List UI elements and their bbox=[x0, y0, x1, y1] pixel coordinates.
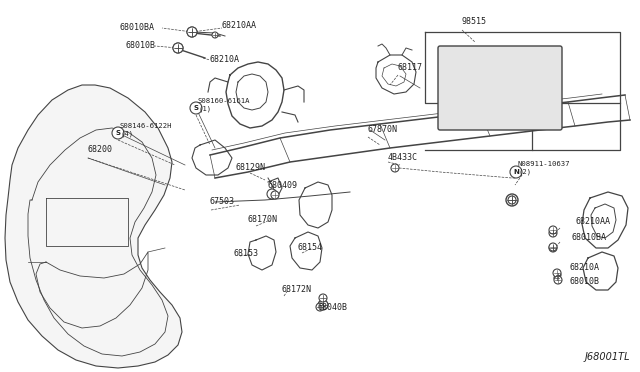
Text: 4B433C: 4B433C bbox=[388, 154, 418, 163]
Circle shape bbox=[508, 196, 516, 204]
Text: 68153: 68153 bbox=[233, 250, 258, 259]
Circle shape bbox=[173, 43, 183, 53]
Text: 68210A: 68210A bbox=[210, 55, 240, 64]
FancyBboxPatch shape bbox=[438, 46, 562, 130]
Circle shape bbox=[510, 166, 522, 178]
Circle shape bbox=[554, 276, 562, 284]
Text: 68210A: 68210A bbox=[570, 263, 600, 273]
Circle shape bbox=[173, 43, 183, 53]
Text: 68117: 68117 bbox=[398, 64, 423, 73]
Text: J68001TL: J68001TL bbox=[584, 352, 630, 362]
Text: 68129N: 68129N bbox=[236, 164, 266, 173]
Text: 68010B: 68010B bbox=[570, 278, 600, 286]
Circle shape bbox=[391, 164, 399, 172]
Circle shape bbox=[555, 272, 561, 278]
Circle shape bbox=[319, 294, 327, 302]
Text: 680409: 680409 bbox=[268, 180, 298, 189]
Circle shape bbox=[267, 189, 277, 199]
Text: 68172N: 68172N bbox=[282, 285, 312, 295]
Circle shape bbox=[187, 27, 197, 37]
Text: 68210AA: 68210AA bbox=[222, 22, 257, 31]
Circle shape bbox=[212, 32, 218, 38]
Circle shape bbox=[190, 102, 202, 114]
Circle shape bbox=[506, 194, 518, 206]
Text: 67870N: 67870N bbox=[368, 125, 398, 135]
Circle shape bbox=[112, 127, 124, 139]
Circle shape bbox=[271, 191, 279, 199]
Circle shape bbox=[549, 226, 557, 234]
Text: S: S bbox=[115, 130, 120, 136]
Circle shape bbox=[554, 275, 560, 281]
Text: 68170N: 68170N bbox=[248, 215, 278, 224]
Text: 68010BA: 68010BA bbox=[572, 232, 607, 241]
Text: 98515: 98515 bbox=[462, 17, 487, 26]
Circle shape bbox=[549, 229, 557, 237]
Text: 67503: 67503 bbox=[210, 198, 235, 206]
Polygon shape bbox=[5, 85, 182, 368]
Circle shape bbox=[553, 269, 561, 277]
Text: S: S bbox=[193, 105, 198, 111]
Text: S08160-6161A
(1): S08160-6161A (1) bbox=[198, 98, 250, 112]
Circle shape bbox=[549, 243, 557, 251]
Text: 68040B: 68040B bbox=[318, 302, 348, 311]
Text: 68010BA: 68010BA bbox=[120, 23, 155, 32]
Text: S08146-6122H
(4): S08146-6122H (4) bbox=[120, 123, 173, 137]
Circle shape bbox=[318, 300, 328, 310]
Text: N08911-10637
(2): N08911-10637 (2) bbox=[518, 161, 570, 175]
Text: 68200: 68200 bbox=[88, 145, 113, 154]
Text: 68210AA: 68210AA bbox=[576, 218, 611, 227]
Text: 68010B: 68010B bbox=[125, 42, 155, 51]
Circle shape bbox=[316, 303, 324, 311]
Text: N: N bbox=[513, 169, 519, 175]
Circle shape bbox=[187, 27, 197, 37]
Circle shape bbox=[549, 244, 557, 252]
Text: 68154: 68154 bbox=[298, 244, 323, 253]
